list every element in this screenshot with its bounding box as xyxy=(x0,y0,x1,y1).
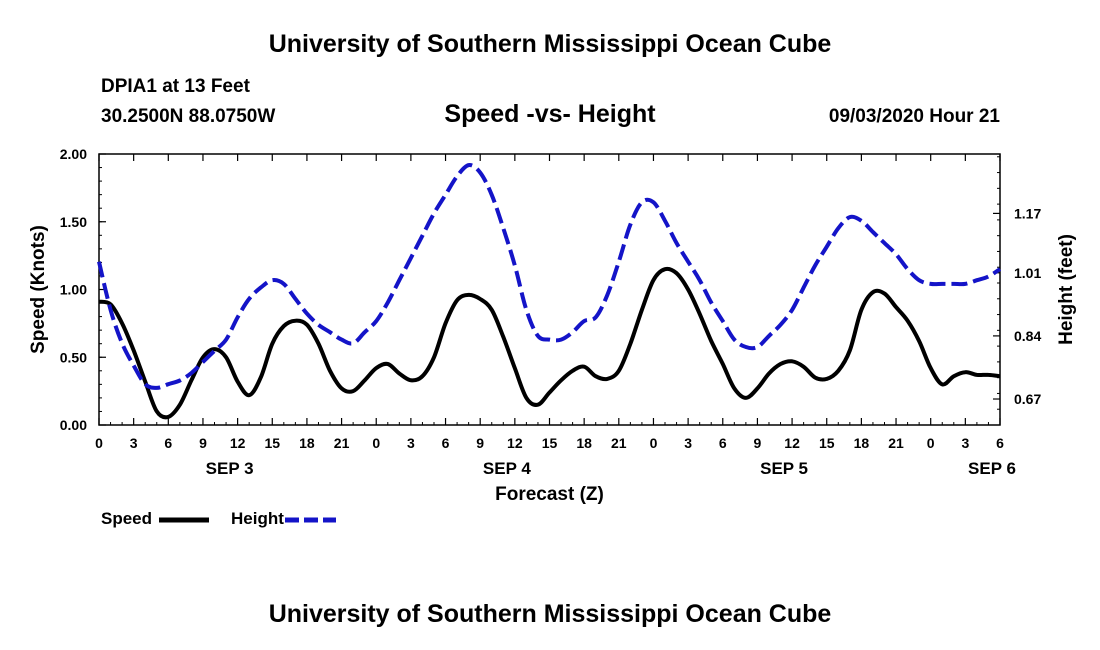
x-axis-title: Forecast (Z) xyxy=(495,484,604,505)
legend-height-swatch xyxy=(284,517,336,523)
x-tick-label: 12 xyxy=(507,435,523,451)
x-tick-label: 21 xyxy=(611,435,627,451)
x-tick-label: 6 xyxy=(442,435,450,451)
x-tick-label: 12 xyxy=(784,435,800,451)
y-tick-label: 0.00 xyxy=(60,417,87,433)
y2-tick-label: 0.84 xyxy=(1014,328,1041,344)
page-title: University of Southern Mississippi Ocean… xyxy=(268,30,832,58)
x-tick-label: 18 xyxy=(576,435,592,451)
x-tick-label: 3 xyxy=(130,435,138,451)
x-date-label: SEP 4 xyxy=(483,459,531,478)
y2-tick-label: 0.67 xyxy=(1014,391,1041,407)
x-tick-label: 3 xyxy=(961,435,969,451)
x-tick-label: 3 xyxy=(407,435,415,451)
plot-title: Speed -vs- Height xyxy=(444,100,656,128)
station-label: DPIA1 at 13 Feet xyxy=(101,76,250,97)
x-tick-label: 21 xyxy=(334,435,350,451)
legend-height: Height xyxy=(231,509,339,529)
forecast-datetime: 09/03/2020 Hour 21 xyxy=(828,106,1000,127)
x-tick-label: 6 xyxy=(719,435,727,451)
x-tick-label: 12 xyxy=(230,435,246,451)
legend-speed-label: Speed xyxy=(101,509,153,528)
x-tick-label: 9 xyxy=(199,435,207,451)
station-coordinates: 30.2500N 88.0750W xyxy=(101,106,276,127)
x-date-label: SEP 6 xyxy=(968,459,1016,478)
y2-tick-label: 1.01 xyxy=(1014,265,1041,281)
plot-frame xyxy=(98,153,1001,426)
y2-tick-label: 1.17 xyxy=(1014,205,1041,221)
x-tick-label: 9 xyxy=(754,435,762,451)
y-axis-title: Speed (Knots) xyxy=(28,225,49,354)
x-tick-label: 15 xyxy=(542,435,558,451)
y-tick-label: 0.50 xyxy=(60,349,87,365)
x-date-label: SEP 3 xyxy=(206,459,254,478)
legend-height-label: Height xyxy=(231,509,284,528)
y-tick-label: 2.00 xyxy=(60,146,87,162)
x-tick-label: 6 xyxy=(164,435,172,451)
legend-speed-swatch xyxy=(158,517,209,523)
x-tick-label: 9 xyxy=(476,435,484,451)
y-tick-label: 1.00 xyxy=(60,282,87,298)
y2-axis-title: Height (feet) xyxy=(1056,234,1077,345)
x-tick-label: 6 xyxy=(996,435,1004,451)
x-tick-label: 18 xyxy=(299,435,315,451)
series-speed-line xyxy=(98,266,1001,420)
x-tick-label: 0 xyxy=(95,435,103,451)
y-tick-label: 1.50 xyxy=(60,214,87,230)
x-tick-label: 3 xyxy=(684,435,692,451)
x-tick-label: 18 xyxy=(854,435,870,451)
series-height-line xyxy=(97,163,1002,390)
x-tick-label: 0 xyxy=(927,435,935,451)
x-tick-label: 15 xyxy=(819,435,835,451)
x-tick-label: 0 xyxy=(650,435,658,451)
x-tick-label: 21 xyxy=(888,435,904,451)
x-tick-label: 15 xyxy=(264,435,280,451)
footer-title: University of Southern Mississippi Ocean… xyxy=(268,600,832,628)
x-tick-label: 0 xyxy=(372,435,380,451)
x-date-label: SEP 5 xyxy=(760,459,808,478)
legend-speed: Speed xyxy=(101,509,212,529)
